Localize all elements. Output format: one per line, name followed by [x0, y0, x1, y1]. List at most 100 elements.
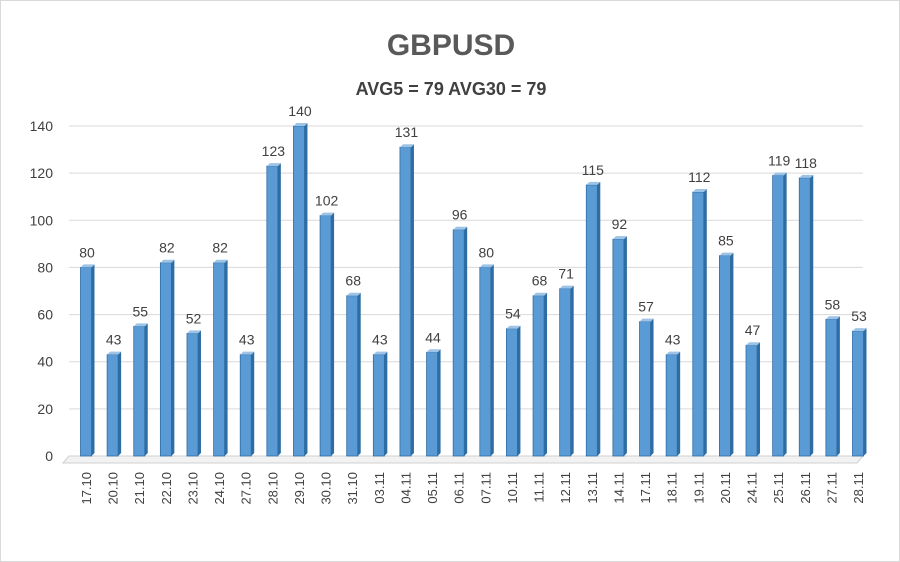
- bar-side: [703, 189, 707, 456]
- bar: [692, 191, 705, 457]
- bar: [612, 238, 625, 457]
- bar: [798, 177, 811, 457]
- y-tick-label: 80: [37, 259, 53, 275]
- bar-top: [426, 349, 441, 353]
- x-tick-label: 19.11: [691, 472, 706, 504]
- bar-side: [597, 181, 601, 456]
- data-label: 71: [558, 266, 574, 282]
- bar: [426, 351, 438, 457]
- x-tick-label: 27.11: [824, 472, 839, 504]
- data-label: 58: [825, 296, 841, 312]
- data-label: 43: [665, 332, 681, 348]
- data-label: 112: [688, 169, 711, 185]
- bar: [186, 333, 199, 457]
- bar-side: [650, 318, 654, 456]
- bar-side: [863, 328, 867, 456]
- bar: [559, 288, 572, 457]
- bar-side: [331, 212, 335, 456]
- bar: [133, 325, 146, 457]
- bar-top: [799, 174, 814, 178]
- y-tick-label: 0: [45, 448, 53, 464]
- data-label: 96: [452, 207, 468, 223]
- x-tick-label: 05.11: [425, 472, 440, 504]
- bar-top: [772, 172, 787, 176]
- bar-side: [544, 292, 548, 456]
- bar-side: [410, 144, 414, 456]
- bar-top: [719, 252, 734, 256]
- bar: [718, 255, 731, 457]
- data-label: 53: [851, 308, 867, 324]
- y-tick-label: 40: [37, 354, 53, 370]
- bar: [239, 354, 252, 457]
- bar: [399, 146, 412, 457]
- bar-side: [91, 264, 95, 456]
- x-tick-label: 12.11: [558, 472, 573, 504]
- bar-top: [586, 181, 601, 185]
- x-tick-label: 10.11: [505, 472, 520, 504]
- bar: [772, 175, 785, 457]
- bar-top: [133, 323, 148, 327]
- x-tick-label: 24.10: [212, 472, 227, 505]
- data-label: 52: [186, 310, 202, 326]
- bar-top: [692, 189, 707, 192]
- data-label: 68: [532, 273, 548, 289]
- bar-side: [490, 264, 494, 456]
- x-tick-label: 07.11: [478, 472, 493, 504]
- bar: [452, 229, 465, 457]
- data-label: 43: [106, 332, 122, 348]
- x-tick-label: 21.10: [132, 472, 147, 505]
- bar-top: [186, 330, 201, 334]
- bar-side: [277, 163, 281, 457]
- y-tick-label: 140: [30, 118, 54, 134]
- x-tick-label: 20.10: [106, 472, 121, 505]
- x-tick-label: 24.11: [745, 472, 760, 504]
- bar-top: [346, 292, 361, 296]
- bar-top: [80, 264, 95, 268]
- bar: [825, 318, 838, 457]
- x-tick-label: 28.10: [265, 472, 280, 505]
- x-tick-label: 31.10: [345, 472, 360, 505]
- bar-side: [251, 351, 255, 456]
- x-tick-label: 13.11: [585, 472, 600, 504]
- bar-side: [836, 316, 840, 456]
- data-label: 115: [582, 162, 605, 178]
- bar-top: [825, 316, 840, 320]
- bar-top: [266, 163, 281, 167]
- bar-side: [517, 325, 521, 456]
- data-label: 85: [718, 233, 734, 249]
- x-tick-label: 28.11: [851, 472, 866, 504]
- data-label: 68: [345, 273, 361, 289]
- y-tick-label: 60: [37, 307, 53, 323]
- x-tick-label: 29.10: [292, 472, 307, 505]
- x-tick-label: 22.10: [159, 472, 174, 505]
- bar-top: [320, 212, 335, 216]
- y-tick-label: 120: [30, 165, 54, 181]
- bar-side: [144, 323, 148, 456]
- data-label: 140: [288, 103, 312, 119]
- bar-top: [107, 351, 122, 355]
- data-label: 82: [159, 240, 175, 256]
- data-label: 118: [795, 155, 818, 171]
- bar-side: [304, 123, 308, 456]
- bar: [213, 262, 226, 457]
- bar-side: [783, 172, 787, 456]
- chart-title: GBPUSD: [386, 29, 516, 62]
- bar-side: [623, 236, 627, 456]
- x-tick-label: 14.11: [611, 472, 626, 504]
- x-tick-label: 23.10: [185, 472, 200, 505]
- bar-side: [384, 351, 388, 456]
- bar-side: [757, 342, 761, 456]
- bar-top: [160, 259, 175, 263]
- data-label: 80: [479, 244, 495, 260]
- data-label: 54: [505, 306, 521, 322]
- data-label: 43: [239, 332, 255, 348]
- bar-top: [746, 342, 761, 346]
- bar: [639, 321, 651, 457]
- bar: [506, 328, 518, 457]
- bar-top: [506, 325, 521, 329]
- x-tick-label: 06.11: [452, 472, 467, 504]
- bar: [745, 344, 758, 457]
- bar-side: [357, 292, 361, 456]
- bar-top: [213, 259, 228, 263]
